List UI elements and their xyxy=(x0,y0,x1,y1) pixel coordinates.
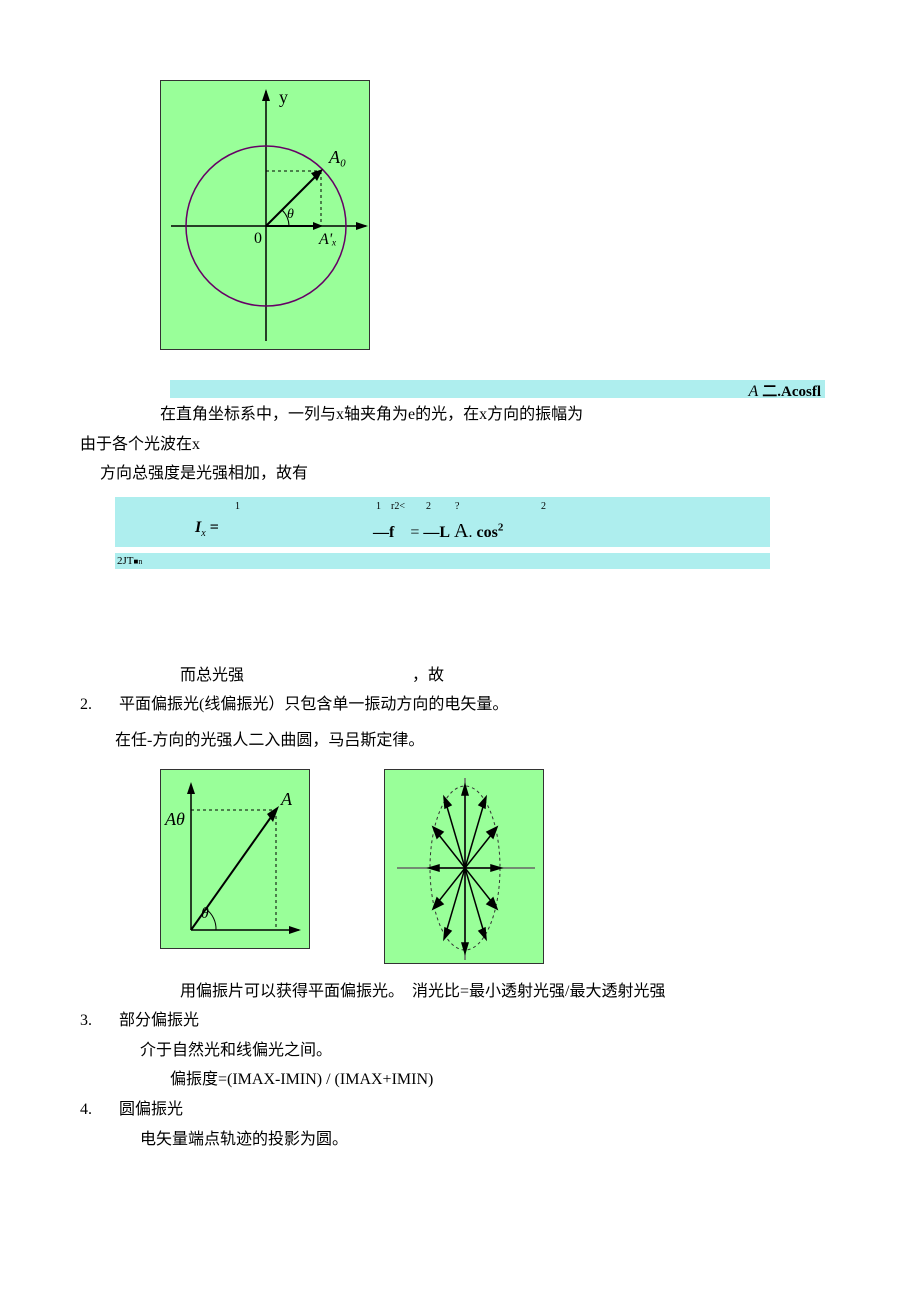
origin-label: 0 xyxy=(254,230,262,247)
annotation-text: 二.Acosfl xyxy=(762,384,821,400)
list-item-2: 2. 平面偏振光(线偏振光）只包含单一振动方向的电矢量。 xyxy=(80,692,860,718)
paragraph-12: 电矢量端点轨迹的投影为圆。 xyxy=(140,1127,860,1153)
paragraph-7: 用偏振片可以获得平面偏振光。 消光比=最小透射光强/最大透射光强 xyxy=(180,979,860,1005)
paragraph-4: 而总光强 ，故 xyxy=(180,663,860,689)
annotation-a: A xyxy=(748,383,758,400)
a-label: A xyxy=(280,789,293,809)
paragraph-9: 介于自然光和线偏光之间。 xyxy=(140,1038,860,1064)
list-item-3: 3. 部分偏振光 xyxy=(80,1008,860,1034)
theta2-label: θ xyxy=(201,905,209,922)
polarization-diagrams-row: A Aθ θ xyxy=(160,769,860,964)
ax-label: A'ₓ xyxy=(318,231,337,248)
linear-polarization-diagram: A Aθ θ xyxy=(160,769,310,949)
paragraph-3: 方向总强度是光强相加，故有 xyxy=(100,461,860,487)
atheta-label: Aθ xyxy=(164,809,185,829)
paragraph-1: 在直角坐标系中，一列与x轴夹角为e的光，在x方向的振幅为 xyxy=(160,402,860,428)
a0-label: A₀ xyxy=(328,147,346,167)
paragraph-6: 在任-方向的光强人二入曲圆，马吕斯定律。 xyxy=(115,728,860,754)
natural-light-circle-diagram: y A₀ A'ₓ 0 θ xyxy=(160,80,370,350)
theta-label: θ xyxy=(287,207,294,222)
y-axis-label: y xyxy=(279,87,288,107)
paragraph-2: 由于各个光波在x xyxy=(80,432,860,458)
list-item-4: 4. 圆偏振光 xyxy=(80,1097,860,1123)
elliptical-polarization-diagram xyxy=(384,769,544,964)
paragraph-10: 偏振度=(IMAX-IMIN) / (IMAX+IMIN) xyxy=(170,1067,860,1093)
formula-tag: 2JT■n xyxy=(115,553,770,569)
intensity-formula: 1 Ix = 1 r2< 2 ? —f = —L A. cos2 2 xyxy=(115,497,770,547)
